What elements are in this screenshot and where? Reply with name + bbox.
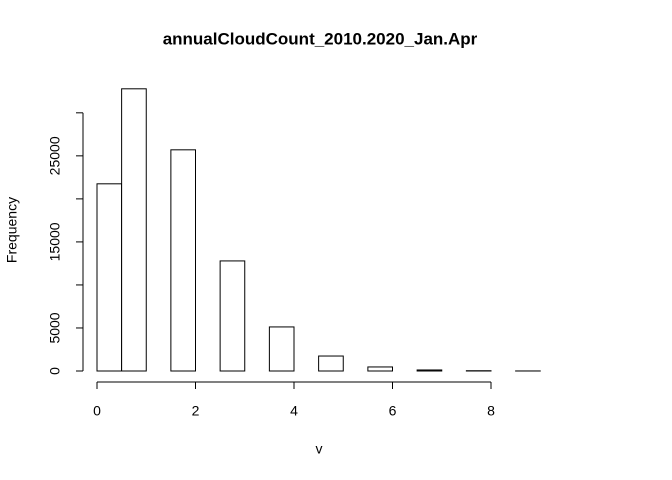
- bar: [219, 260, 246, 372]
- x-tick-label: 2: [192, 403, 200, 419]
- x-tick-label: 8: [487, 403, 495, 419]
- bar: [96, 183, 123, 372]
- bar: [416, 369, 443, 372]
- y-tick-label: 0: [47, 367, 63, 375]
- y-tick-label: 25000: [47, 136, 63, 175]
- bar: [367, 366, 393, 372]
- y-tick-label: 15000: [47, 222, 63, 261]
- y-tick-label: 5000: [47, 312, 63, 343]
- bar: [318, 355, 344, 372]
- bar: [170, 149, 196, 372]
- x-axis-label: v: [316, 441, 323, 457]
- bar: [121, 88, 147, 372]
- x-tick-label: 0: [93, 403, 101, 419]
- chart-title: annualCloudCount_2010.2020_Jan.Apr: [163, 29, 478, 48]
- bar: [268, 326, 295, 372]
- y-axis-label: Frequency: [4, 197, 20, 263]
- x-tick-label: 6: [389, 403, 397, 419]
- x-tick-label: 4: [290, 403, 298, 419]
